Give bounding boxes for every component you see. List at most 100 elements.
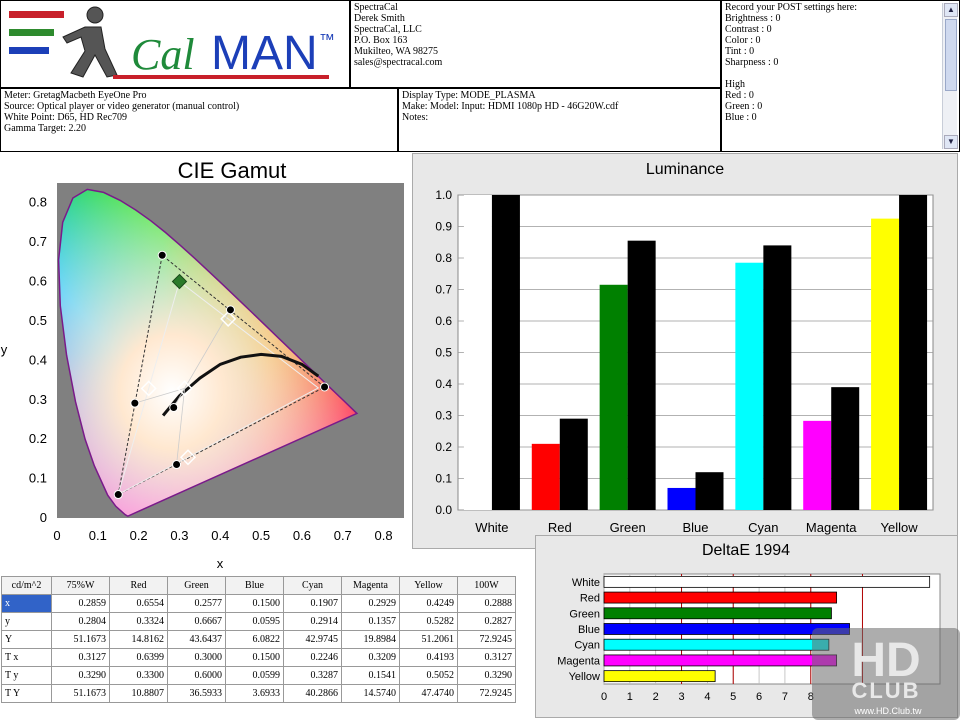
table-cell[interactable]: 0.1357 <box>341 612 400 631</box>
table-cell[interactable]: 72.9245 <box>457 630 516 649</box>
table-cell[interactable]: 0.2888 <box>457 594 516 613</box>
lum-category-label: White <box>475 520 508 535</box>
cie-y-tick: 0 <box>40 510 47 525</box>
table-cell[interactable]: 0.2804 <box>51 612 110 631</box>
table-row-header[interactable]: y <box>1 612 52 631</box>
contact-line: Mukilteo, WA 98275 <box>354 46 438 57</box>
contact-line: sales@spectracal.com <box>354 57 443 68</box>
lum-category-label: Magenta <box>806 520 857 535</box>
table-cell[interactable]: 0.3324 <box>109 612 168 631</box>
table-cell[interactable]: 0.6399 <box>109 648 168 667</box>
table-header-cell: Red <box>109 576 168 595</box>
de-category-label: Magenta <box>557 655 601 667</box>
de-bar <box>603 607 832 620</box>
lum-measured-bar <box>667 487 696 510</box>
table-cell[interactable]: 0.0599 <box>225 666 284 685</box>
table-row-header[interactable]: Y <box>1 630 52 649</box>
table-cell[interactable]: 0.4193 <box>399 648 458 667</box>
table-cell[interactable]: 0.3290 <box>457 666 516 685</box>
table-cell[interactable]: 14.8162 <box>109 630 168 649</box>
table-cell[interactable]: 0.2577 <box>167 594 226 613</box>
table-header-row: cd/m^2 75%W Red Green Blue Cyan Magenta Yellow 1… <box>1 576 516 595</box>
table-header-cell: Magenta <box>341 576 400 595</box>
table-cell[interactable]: 51.1673 <box>51 630 110 649</box>
table-cell[interactable]: 0.4249 <box>399 594 458 613</box>
table-cell[interactable]: 0.3287 <box>283 666 342 685</box>
post-line: Contrast : 0 <box>725 24 772 35</box>
spectral-locus-outline <box>57 188 359 517</box>
display-line: Display Type: MODE_PLASMA <box>402 90 536 101</box>
table-row-header[interactable]: T Y <box>1 684 52 703</box>
table-cell[interactable]: 3.6933 <box>225 684 284 703</box>
scroll-thumb[interactable] <box>945 19 957 91</box>
table-cell[interactable]: 6.0822 <box>225 630 284 649</box>
table-cell[interactable]: 0.3300 <box>109 666 168 685</box>
table-cell[interactable]: 72.9245 <box>457 684 516 703</box>
blackbody-curve <box>161 352 320 417</box>
table-cell[interactable]: 0.0595 <box>225 612 284 631</box>
table-header-cell: 100W <box>457 576 516 595</box>
table-cell[interactable]: 0.2929 <box>341 594 400 613</box>
table-cell[interactable]: 0.1541 <box>341 666 400 685</box>
table-cell[interactable]: 0.1500 <box>225 648 284 667</box>
table-cell[interactable]: 14.5740 <box>341 684 400 703</box>
hdclub-watermark: HD CLUB www.HD.Club.tw <box>812 628 960 720</box>
table-row-header[interactable]: x <box>1 594 52 613</box>
post-settings-notes[interactable]: Record your POST settings here: Brightne… <box>721 0 960 152</box>
cie-measured-point <box>320 382 330 392</box>
scroll-up-icon[interactable]: ▲ <box>944 3 958 17</box>
cie-y-tick: 0.5 <box>29 313 47 328</box>
table-cell[interactable]: 19.8984 <box>341 630 400 649</box>
cie-y-label: y <box>1 342 8 357</box>
table-row: Y 51.1673 14.8162 43.6437 6.0822 42.9745 19.89… <box>1 630 516 649</box>
table-header-cell: Green <box>167 576 226 595</box>
table-row-header[interactable]: T x <box>1 648 52 667</box>
post-line: Color : 0 <box>725 35 761 46</box>
table-header-cell: Yellow <box>399 576 458 595</box>
post-line: Red : 0 <box>725 90 754 101</box>
cie-y-tick: 0.7 <box>29 234 47 249</box>
table-cell[interactable]: 36.5933 <box>167 684 226 703</box>
table-cell[interactable]: 51.2061 <box>399 630 458 649</box>
table-cell[interactable]: 47.4740 <box>399 684 458 703</box>
table-cell[interactable]: 0.2914 <box>283 612 342 631</box>
table-cell[interactable]: 0.2246 <box>283 648 342 667</box>
table-cell[interactable]: 0.3290 <box>51 666 110 685</box>
cie-measured-point <box>169 402 179 412</box>
table-cell[interactable]: 0.3127 <box>51 648 110 667</box>
de-bar <box>603 575 931 588</box>
luminance-chart: Luminance 0.0 0.1 0.2 0.3 0.4 0.5 0.6 0.7 0.8 0.9… <box>435 161 934 535</box>
table-cell[interactable]: 0.3209 <box>341 648 400 667</box>
cie-target-diamond <box>220 310 237 327</box>
table-cell[interactable]: 0.5052 <box>399 666 458 685</box>
table-cell[interactable]: 43.6437 <box>167 630 226 649</box>
table-row-header[interactable]: T y <box>1 666 52 685</box>
table-cell[interactable]: 0.3127 <box>457 648 516 667</box>
scroll-down-icon[interactable]: ▼ <box>944 135 958 149</box>
de-x-tick: 7 <box>782 691 788 703</box>
table-cell[interactable]: 0.3000 <box>167 648 226 667</box>
table-cell[interactable]: 0.6000 <box>167 666 226 685</box>
lum-category-label: Red <box>548 520 572 535</box>
measured-gamut-triangle <box>117 254 326 496</box>
cie-target-diamond <box>179 449 197 466</box>
table-cell[interactable]: 42.9745 <box>283 630 342 649</box>
lum-measured-bar <box>463 195 492 510</box>
post-scrollbar[interactable]: ▲ ▼ <box>942 3 958 149</box>
table-cell[interactable]: 0.1500 <box>225 594 284 613</box>
table-cell[interactable]: 0.1907 <box>283 594 342 613</box>
table-cell[interactable]: 51.1673 <box>51 684 110 703</box>
cie-measured-point <box>172 460 182 470</box>
table-cell[interactable]: 0.2859 <box>51 594 110 613</box>
contact-info: SpectraCal Derek Smith SpectraCal, LLC P… <box>350 0 721 88</box>
table-cell[interactable]: 0.2827 <box>457 612 516 631</box>
table-cell[interactable]: 10.8807 <box>109 684 168 703</box>
table-header-cell: Blue <box>225 576 284 595</box>
cie-y-tick: 0.4 <box>29 352 47 367</box>
table-cell[interactable]: 0.6667 <box>167 612 226 631</box>
cie-target-diamond <box>140 380 157 397</box>
table-cell[interactable]: 0.5282 <box>399 612 458 631</box>
table-cell[interactable]: 0.6554 <box>109 594 168 613</box>
table-cell[interactable]: 40.2866 <box>283 684 342 703</box>
lum-y-tick: 0.0 <box>435 503 452 517</box>
